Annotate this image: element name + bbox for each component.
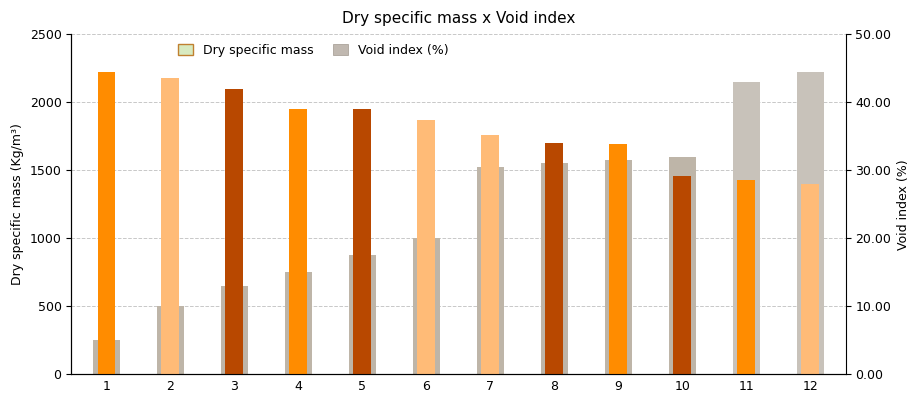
Bar	[354, 109, 371, 375]
Bar	[738, 180, 755, 375]
Bar	[161, 78, 180, 375]
Bar	[93, 340, 120, 375]
Y-axis label: Void index (%): Void index (%)	[897, 159, 910, 250]
Y-axis label: Dry specific mass (Kg/m³): Dry specific mass (Kg/m³)	[11, 123, 24, 285]
Bar	[477, 167, 504, 375]
Bar	[733, 82, 760, 375]
Bar	[482, 135, 499, 375]
Bar	[226, 88, 243, 375]
Bar	[289, 109, 308, 375]
Bar	[605, 160, 632, 375]
Title: Dry specific mass x Void index: Dry specific mass x Void index	[342, 11, 575, 26]
Bar	[669, 157, 696, 375]
Bar	[157, 306, 184, 375]
Bar	[417, 120, 436, 375]
Bar	[610, 144, 627, 375]
Bar	[349, 255, 376, 375]
Bar	[541, 164, 568, 375]
Bar	[545, 143, 564, 375]
Bar	[801, 184, 820, 375]
Bar	[797, 72, 824, 375]
Bar	[285, 272, 312, 375]
Bar	[221, 286, 248, 375]
Legend: Dry specific mass, Void index (%): Dry specific mass, Void index (%)	[178, 44, 449, 57]
Bar	[413, 238, 440, 375]
Bar	[98, 72, 115, 375]
Bar	[673, 176, 692, 375]
